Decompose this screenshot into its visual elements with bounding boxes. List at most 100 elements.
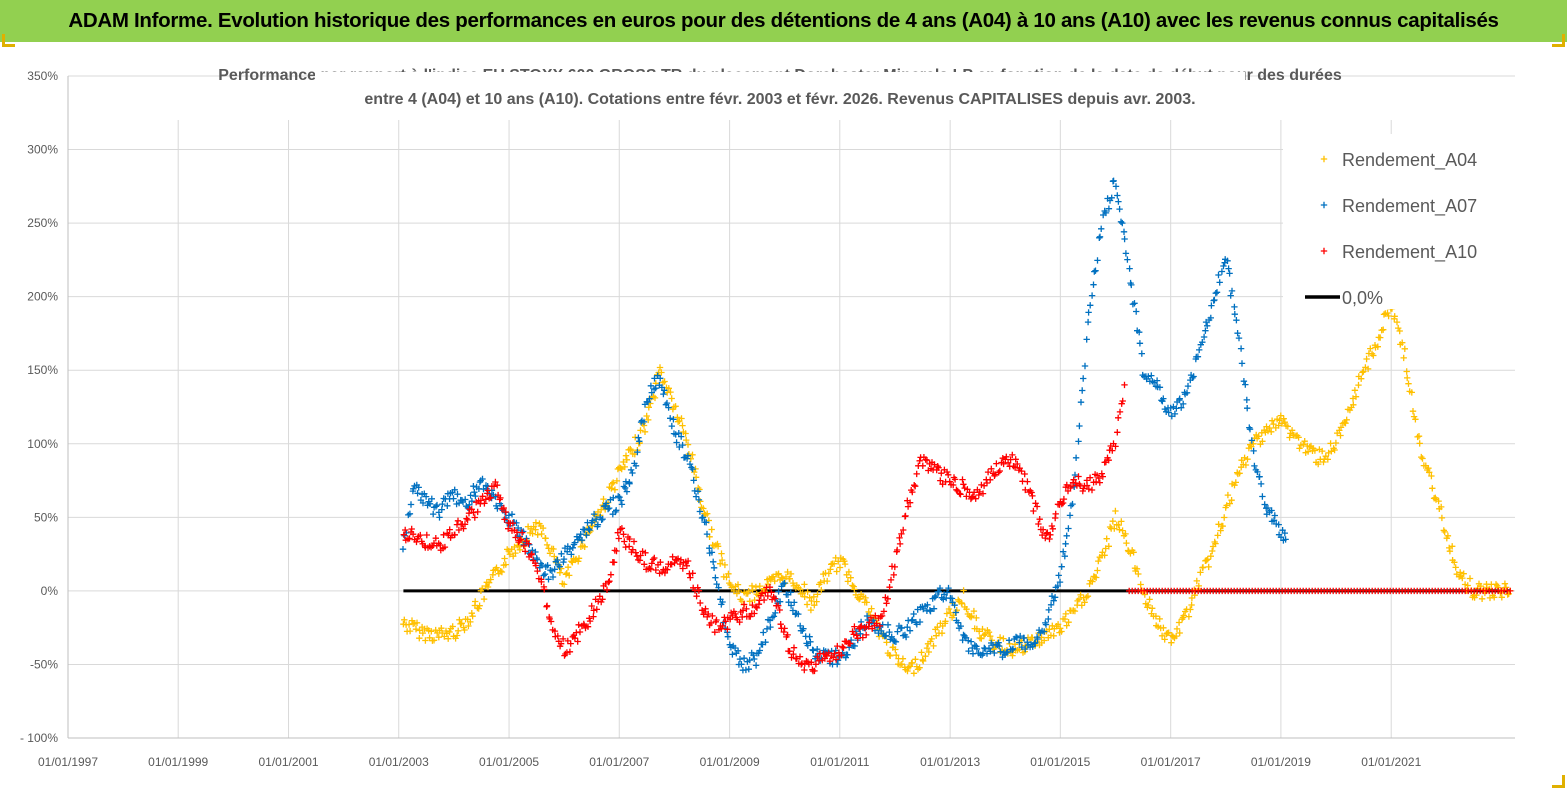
data-point	[1035, 520, 1042, 528]
data-point	[1414, 433, 1421, 441]
data-point	[1403, 368, 1410, 375]
data-point	[644, 398, 652, 406]
data-point	[671, 559, 678, 567]
data-point	[684, 441, 692, 448]
data-point	[1391, 313, 1398, 320]
data-point	[571, 635, 579, 642]
data-point	[787, 570, 795, 578]
data-point	[1246, 426, 1254, 433]
data-point	[1301, 438, 1308, 445]
data-point	[1040, 628, 1048, 635]
data-point	[708, 526, 715, 533]
data-point	[566, 572, 573, 579]
data-point	[497, 568, 504, 575]
data-point	[935, 464, 942, 471]
data-point	[1083, 482, 1091, 489]
data-point	[678, 415, 685, 422]
data-point	[454, 491, 461, 498]
data-point	[791, 599, 798, 606]
data-point	[426, 500, 434, 507]
data-point	[937, 477, 944, 484]
data-point	[460, 525, 467, 532]
data-point	[636, 557, 644, 564]
data-point	[1066, 512, 1074, 519]
data-point	[669, 553, 676, 560]
data-point	[904, 503, 912, 510]
data-point	[851, 642, 858, 650]
data-point	[1012, 633, 1020, 641]
data-point	[433, 501, 441, 509]
data-point	[825, 570, 832, 577]
data-point	[764, 592, 771, 600]
data-point	[461, 521, 469, 528]
x-tick-label: 01/01/2007	[589, 755, 649, 769]
data-point	[950, 481, 957, 489]
data-point	[1199, 564, 1207, 571]
data-point	[912, 656, 919, 663]
data-point	[1221, 514, 1228, 521]
data-point	[661, 387, 668, 394]
data-point	[604, 505, 612, 513]
data-point	[509, 520, 517, 527]
data-point	[1404, 374, 1411, 382]
data-point	[534, 567, 541, 575]
data-point	[1045, 606, 1052, 614]
data-point	[1452, 564, 1459, 571]
data-point	[550, 545, 557, 553]
data-point	[487, 576, 494, 583]
data-point	[423, 531, 430, 539]
data-point	[1160, 624, 1167, 631]
data-point	[544, 562, 551, 569]
data-point	[954, 619, 962, 626]
data-point	[633, 553, 641, 560]
data-point	[1214, 532, 1221, 539]
data-point	[1237, 345, 1245, 352]
data-point	[559, 635, 567, 643]
data-point	[1415, 433, 1423, 440]
data-point	[1190, 373, 1197, 380]
data-point	[551, 566, 558, 573]
data-point	[543, 602, 551, 609]
x-tick-label: 01/01/2013	[920, 755, 980, 769]
data-point	[1018, 643, 1025, 651]
data-point	[1078, 602, 1085, 609]
data-point	[1069, 500, 1076, 508]
data-point	[760, 629, 767, 636]
data-point	[1095, 557, 1102, 565]
data-point	[642, 549, 649, 556]
data-point	[528, 550, 535, 558]
data-point	[556, 569, 564, 576]
data-point	[945, 471, 952, 478]
data-point	[1148, 372, 1155, 379]
data-point	[640, 418, 648, 426]
legend-label: Rendement_A04	[1342, 150, 1477, 171]
data-point	[834, 642, 841, 650]
data-point	[1234, 330, 1241, 337]
data-point	[987, 633, 994, 640]
data-point	[1065, 619, 1072, 626]
data-point	[868, 605, 875, 612]
data-point	[945, 605, 953, 613]
data-point	[505, 525, 512, 532]
data-point	[1029, 643, 1036, 650]
data-point	[651, 554, 658, 562]
data-point	[1085, 485, 1092, 493]
data-point	[600, 495, 607, 503]
data-point	[1196, 346, 1203, 354]
header-bar: ADAM Informe. Evolution historique des p…	[0, 0, 1567, 47]
data-point	[1286, 434, 1293, 441]
data-point	[863, 599, 870, 606]
data-point	[590, 613, 597, 620]
data-point	[951, 476, 959, 483]
data-point	[1055, 572, 1062, 579]
data-point	[1160, 395, 1167, 402]
data-point	[683, 455, 691, 462]
data-point	[708, 549, 716, 556]
data-point	[558, 550, 565, 557]
data-point	[637, 552, 644, 559]
data-point	[498, 568, 506, 576]
data-point	[1063, 481, 1070, 489]
x-tick-label: 01/01/1999	[148, 755, 208, 769]
data-point	[1491, 594, 1498, 601]
data-point	[943, 468, 951, 476]
